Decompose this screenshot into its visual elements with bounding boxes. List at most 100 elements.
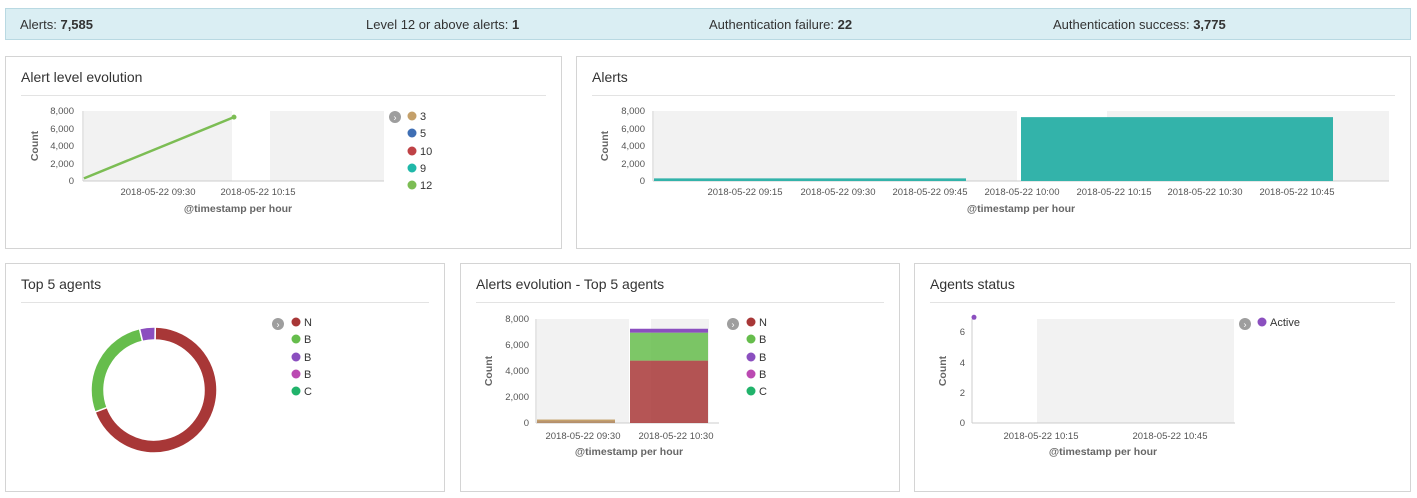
alerts-top5-chart: 8,000 6,000 4,000 2,000 0 2018-05-22 09:…	[483, 314, 767, 458]
level12-stat-value: 1	[512, 17, 520, 32]
data-point	[231, 114, 237, 120]
legend-swatch[interactable]	[746, 352, 756, 362]
x-tick: 2018-05-22 10:15	[1003, 431, 1078, 442]
pie-slice[interactable]	[90, 327, 144, 413]
legend-label[interactable]: C	[304, 386, 312, 398]
top5-title: Top 5 agents	[21, 276, 102, 292]
y-tick: 8,000	[621, 106, 645, 117]
x-tick: 2018-05-22 10:45	[1259, 187, 1334, 198]
divider	[930, 302, 1395, 303]
bar[interactable]	[1021, 117, 1333, 181]
plot-bg	[654, 111, 1017, 181]
alerts-stat-label: Alerts:	[20, 17, 57, 32]
y-tick: 4	[960, 358, 965, 369]
legend-label[interactable]: B	[759, 334, 766, 346]
x-tick: 2018-05-22 10:45	[1132, 431, 1207, 442]
y-tick: 4,000	[621, 141, 645, 152]
plot-bg	[270, 111, 384, 181]
legend-label[interactable]: Active	[1270, 317, 1300, 329]
legend-toggle-icon[interactable]	[727, 318, 739, 330]
divider	[476, 302, 884, 303]
y-tick: 4,000	[505, 366, 529, 377]
legend-swatch[interactable]	[407, 146, 417, 156]
legend-swatch[interactable]	[746, 317, 756, 327]
legend-label[interactable]: B	[304, 334, 311, 346]
y-tick: 2,000	[50, 159, 74, 170]
authfail-stat-value: 22	[837, 17, 853, 32]
y-tick: 0	[69, 176, 74, 187]
legend-swatch[interactable]	[746, 369, 756, 379]
legend-label[interactable]: 3	[420, 111, 426, 123]
legend-label[interactable]: 9	[420, 163, 426, 175]
legend-label[interactable]: C	[759, 386, 767, 398]
legend-swatch[interactable]	[291, 352, 301, 362]
legend-swatch[interactable]	[407, 163, 417, 173]
plot-bg	[1037, 319, 1234, 423]
legend-swatch[interactable]	[291, 317, 301, 327]
legend-label[interactable]: B	[759, 352, 766, 364]
bar-segment[interactable]	[537, 419, 615, 422]
level12-stat-label: Level 12 or above alerts:	[366, 17, 509, 32]
legend-swatch[interactable]	[746, 334, 756, 344]
legend-label[interactable]: B	[304, 352, 311, 364]
y-tick: 8,000	[50, 106, 74, 117]
x-tick: 2018-05-22 09:30	[800, 187, 875, 198]
plot-bg	[537, 319, 629, 423]
legend: › N B B B C	[272, 317, 312, 398]
legend-swatch[interactable]	[746, 386, 756, 396]
legend-label[interactable]: B	[759, 369, 766, 381]
legend-swatch[interactable]	[407, 180, 417, 190]
legend-swatch[interactable]	[291, 334, 301, 344]
legend-toggle-icon[interactable]	[1239, 318, 1251, 330]
x-tick: 2018-05-22 09:30	[120, 187, 195, 198]
legend-label[interactable]: 10	[420, 146, 432, 158]
legend-swatch[interactable]	[291, 386, 301, 396]
y-axis-label: Count	[937, 355, 949, 386]
legend-toggle-icon[interactable]	[389, 111, 401, 123]
authsucc-stat-label: Authentication success:	[1053, 17, 1190, 32]
y-axis-label: Count	[599, 130, 611, 161]
alerts-panel: Alerts 8,000 6,000 4,000 2,000 0 2018-05…	[576, 56, 1411, 249]
bar-segment[interactable]	[630, 360, 708, 423]
y-tick: 2,000	[621, 159, 645, 170]
legend-label[interactable]: 12	[420, 180, 432, 192]
legend-toggle-icon[interactable]	[272, 318, 284, 330]
y-axis-label: Count	[29, 130, 41, 161]
x-tick: 2018-05-22 10:00	[984, 187, 1059, 198]
x-tick: 2018-05-22 09:30	[545, 431, 620, 442]
bar-segment[interactable]	[537, 421, 615, 423]
authsucc-stat: Authentication success: 3,775	[1053, 17, 1226, 32]
top5-chart: › N B B B C	[90, 317, 312, 454]
alert-level-chart: 8,000 6,000 4,000 2,000 0 2018-05-22 09:…	[29, 106, 432, 215]
stats-bar: Alerts: 7,585 Level 12 or above alerts: …	[5, 8, 1411, 40]
alerts-top5-panel: Alerts evolution - Top 5 agents 8,000 6,…	[460, 263, 900, 492]
legend-label[interactable]: 5	[420, 128, 426, 140]
divider	[592, 95, 1395, 96]
y-tick: 4,000	[50, 141, 74, 152]
chevron-right-icon: ›	[277, 320, 280, 330]
legend-swatch[interactable]	[407, 128, 417, 138]
legend-label[interactable]: N	[304, 317, 312, 329]
pie-slice[interactable]	[138, 326, 157, 343]
x-axis-label: @timestamp per hour	[184, 203, 292, 215]
divider	[21, 95, 546, 96]
legend-swatch[interactable]	[291, 369, 301, 379]
legend-swatch[interactable]	[407, 111, 417, 121]
agents-status-title: Agents status	[930, 276, 1015, 292]
chevron-right-icon: ›	[732, 320, 735, 330]
divider	[21, 302, 429, 303]
pie-slice[interactable]	[94, 326, 218, 454]
x-tick: 2018-05-22 09:15	[707, 187, 782, 198]
authsucc-stat-value: 3,775	[1193, 17, 1226, 32]
x-tick: 2018-05-22 10:30	[638, 431, 713, 442]
bar-segment[interactable]	[630, 328, 708, 333]
level12-stat: Level 12 or above alerts: 1	[366, 17, 519, 32]
y-tick: 0	[640, 176, 645, 187]
bar[interactable]	[654, 178, 966, 181]
legend-swatch[interactable]	[1257, 317, 1267, 327]
bar-segment[interactable]	[630, 332, 708, 361]
legend-label[interactable]: N	[759, 317, 767, 329]
legend: › N B B B C	[727, 317, 767, 398]
legend-label[interactable]: B	[304, 369, 311, 381]
alerts-stat-value: 7,585	[60, 17, 94, 32]
